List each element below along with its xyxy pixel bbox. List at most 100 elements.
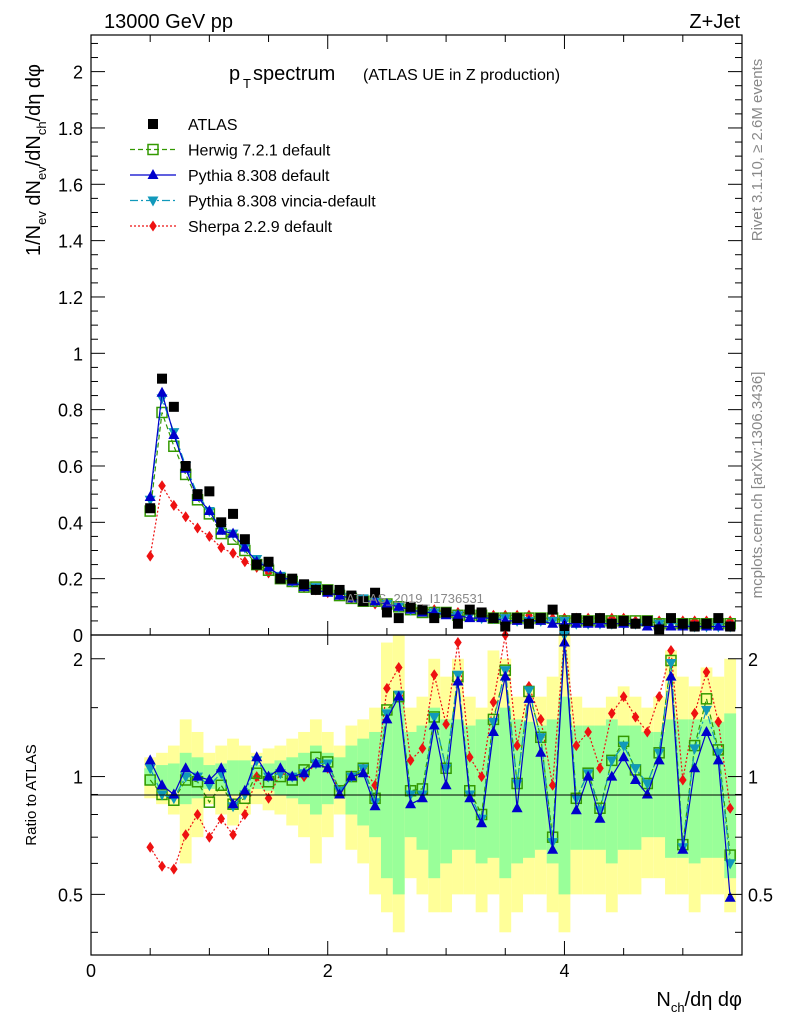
ratio-band-green — [392, 696, 405, 895]
ratio-point-sherpa-2-2-9-default — [489, 696, 498, 708]
legend-label-pythia-8-308-vincia-default: Pythia 8.308 vincia-default — [188, 194, 376, 211]
ratio-point-pythia-8-308-default — [535, 746, 547, 757]
ratio-point-pythia-8-308-default — [689, 762, 701, 773]
ratio-y-axis-label: Ratio to ATLAS — [23, 744, 40, 845]
ratio-band-green — [487, 719, 500, 858]
data-point-atlas — [630, 618, 641, 629]
data-point-pythia-8-308-vincia-default — [156, 394, 168, 405]
ratio-point-pythia-8-308-vincia-default — [700, 705, 712, 716]
ratio-point-pythia-8-308-default — [168, 788, 180, 799]
ratio-point-sherpa-2-2-9-default — [702, 666, 711, 678]
data-point-sherpa-2-2-9-default — [193, 522, 202, 534]
ratio-point-sherpa-2-2-9-default — [608, 707, 616, 719]
ratio-point-pythia-8-308-default — [452, 675, 464, 686]
ratio-point-sherpa-2-2-9-default — [442, 718, 450, 730]
ratio-point-sherpa-2-2-9-default — [596, 762, 604, 774]
data-point-atlas — [571, 613, 582, 624]
data-point-atlas — [370, 587, 381, 598]
ratio-point-pythia-8-308-default — [310, 757, 322, 768]
ratio-band-green — [475, 719, 488, 864]
data-point-atlas — [665, 613, 676, 624]
y-tick-label: 1.2 — [58, 288, 83, 308]
ratio-point-pythia-8-308-default — [203, 773, 215, 784]
ratio-point-pythia-8-308-vincia-default — [535, 733, 547, 744]
ratio-point-pythia-8-308-default — [251, 751, 263, 762]
legend-marker-sherpa-2-2-9-default — [149, 220, 157, 232]
data-point-atlas — [654, 624, 665, 635]
plot-title-main: p — [229, 63, 240, 85]
data-point-atlas — [275, 573, 286, 584]
data-point-atlas — [157, 373, 168, 384]
ratio-band-green — [665, 719, 677, 858]
data-point-sherpa-2-2-9-default — [217, 542, 225, 554]
ratio-band-green — [380, 707, 393, 879]
data-point-pythia-8-308-default — [665, 620, 677, 631]
ratio-point-pythia-8-308-default — [629, 773, 641, 784]
ratio-y-tick-label-right: 2 — [748, 650, 758, 670]
ratio-point-pythia-8-308-default — [440, 779, 452, 790]
ratio-point-sherpa-2-2-9-default — [193, 808, 202, 820]
ratio-y-tick-label: 2 — [73, 650, 83, 670]
ratio-point-pythia-8-308-default — [286, 770, 298, 781]
ratio-point-sherpa-2-2-9-default — [631, 711, 640, 723]
data-point-sherpa-2-2-9-default — [158, 480, 166, 492]
ratio-point-pythia-8-308-default — [582, 770, 594, 781]
ratio-point-pythia-8-308-default — [606, 770, 618, 781]
ratio-band-green — [617, 725, 630, 850]
ratio-point-sherpa-2-2-9-default — [513, 740, 521, 752]
ratio-point-pythia-8-308-default — [487, 725, 499, 736]
data-point-atlas — [216, 517, 227, 528]
ratio-point-pythia-8-308-default — [700, 725, 712, 736]
ratio-band-green — [167, 763, 180, 791]
ratio-point-sherpa-2-2-9-default — [690, 707, 699, 719]
plot-title-extra: (ATLAS UE in Z production) — [363, 67, 560, 84]
ratio-point-pythia-8-308-default — [618, 751, 630, 762]
data-point-atlas — [535, 613, 546, 624]
ratio-line-pythia-8-308-default — [149, 642, 731, 898]
data-point-atlas — [500, 621, 511, 632]
legend-marker-pythia-8-308-default — [147, 169, 159, 179]
ratio-band-green — [144, 768, 157, 786]
data-point-atlas — [168, 401, 179, 412]
ratio-point-pythia-8-308-default — [665, 670, 677, 681]
ratio-point-pythia-8-308-vincia-default — [618, 741, 630, 752]
data-point-atlas — [547, 604, 558, 615]
main-series-group — [144, 373, 736, 635]
ratio-point-pythia-8-308-vincia-default — [641, 779, 653, 790]
legend-marker-herwig-7-2-1-default — [147, 143, 159, 156]
data-point-herwig-7-2-1-default — [168, 440, 180, 453]
ratio-point-sherpa-2-2-9-default — [158, 860, 166, 872]
ratio-band-green — [724, 713, 737, 879]
y-tick-label: 0 — [73, 626, 83, 646]
data-point-pythia-8-308-default — [168, 429, 180, 439]
ratio-point-pythia-8-308-default — [192, 770, 204, 781]
data-point-atlas — [299, 579, 310, 590]
ratio-point-pythia-8-308-vincia-default — [606, 756, 618, 767]
ratio-band-green — [676, 719, 689, 858]
ratio-point-sherpa-2-2-9-default — [572, 740, 581, 752]
y-tick-label: 1.4 — [58, 232, 83, 252]
ratio-point-pythia-8-308-default — [641, 788, 653, 799]
ratio-point-pythia-8-308-default — [381, 713, 393, 724]
ratio-line-sherpa-2-2-9-default — [149, 634, 731, 870]
ratio-point-sherpa-2-2-9-default — [667, 644, 675, 656]
header-right: Z+Jet — [689, 11, 740, 33]
data-point-atlas — [228, 508, 239, 519]
ratio-point-pythia-8-308-vincia-default — [428, 712, 440, 723]
ratio-point-pythia-8-308-vincia-default — [689, 744, 701, 755]
ratio-band-green — [712, 721, 725, 858]
series-line-sherpa-2-2-9-default — [149, 484, 731, 622]
ratio-point-pythia-8-308-default — [405, 798, 417, 809]
header-left: 13000 GeV pp — [104, 11, 233, 33]
ratio-point-pythia-8-308-default — [298, 767, 310, 778]
ratio-point-sherpa-2-2-9-default — [726, 802, 734, 814]
legend-label-herwig-7-2-1-default: Herwig 7.2.1 default — [188, 143, 331, 160]
ratio-point-sherpa-2-2-9-default — [477, 771, 486, 783]
data-point-atlas — [381, 607, 392, 618]
data-point-atlas — [725, 621, 736, 632]
data-point-atlas — [488, 613, 499, 624]
ratio-band-green — [428, 707, 441, 879]
plot-title-word: spectrum — [253, 63, 335, 85]
ratio-band-green — [511, 719, 524, 864]
ratio-series-group — [144, 629, 736, 902]
